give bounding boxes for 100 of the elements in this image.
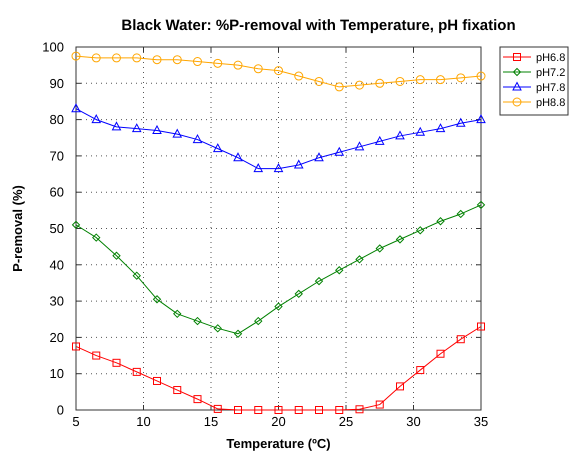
point — [234, 406, 242, 414]
point — [193, 57, 202, 66]
point — [315, 406, 323, 414]
point — [172, 55, 182, 64]
point — [194, 317, 202, 326]
point — [254, 64, 263, 74]
y-tick-label: 20 — [50, 330, 64, 345]
point — [355, 142, 364, 150]
legend-label: pH7.8 — [536, 82, 566, 94]
point — [335, 266, 344, 274]
point — [376, 400, 384, 409]
point — [173, 310, 182, 318]
point — [294, 72, 304, 81]
point — [274, 164, 283, 172]
point — [274, 66, 283, 76]
point — [92, 234, 100, 242]
point — [234, 330, 242, 338]
point — [456, 118, 466, 127]
point — [274, 406, 282, 414]
x-tick-label: 10 — [136, 414, 151, 429]
point — [356, 405, 364, 414]
point — [396, 130, 404, 140]
point — [112, 358, 120, 367]
x-axis-title: Temperature (ºC) — [226, 436, 331, 451]
legend-label: pH7.2 — [536, 67, 566, 79]
point — [72, 220, 80, 229]
y-tick-label: 80 — [50, 112, 64, 128]
point — [214, 324, 222, 332]
point — [315, 277, 323, 286]
point — [456, 73, 466, 82]
y-tick-label: 0 — [56, 402, 64, 418]
y-tick-label: 40 — [50, 257, 64, 272]
point — [92, 352, 100, 360]
point — [234, 152, 242, 162]
point — [152, 55, 162, 64]
point — [152, 125, 162, 134]
x-tick-label: 20 — [271, 414, 286, 429]
point — [396, 235, 404, 244]
point — [112, 53, 121, 62]
point — [334, 147, 344, 156]
point — [274, 302, 282, 311]
point — [477, 200, 485, 209]
point — [294, 290, 303, 298]
x-tick-label: 35 — [474, 414, 488, 429]
y-tick-label: 90 — [50, 76, 64, 91]
point — [213, 58, 222, 68]
point — [254, 317, 262, 326]
y-tick-label: 30 — [50, 294, 64, 309]
point — [477, 322, 485, 331]
point — [396, 76, 404, 86]
point — [436, 124, 445, 132]
point — [294, 406, 303, 414]
point — [396, 382, 404, 390]
point — [334, 82, 344, 92]
point — [132, 272, 141, 280]
y-tick-label: 10 — [50, 366, 64, 382]
point — [72, 52, 80, 61]
x-tick-label: 25 — [338, 414, 354, 429]
point — [376, 244, 384, 252]
point — [234, 60, 242, 70]
point — [375, 78, 384, 88]
point — [214, 404, 222, 413]
point — [456, 335, 465, 344]
point — [132, 53, 142, 62]
point — [92, 114, 101, 124]
point — [193, 134, 202, 144]
point — [416, 127, 425, 136]
point — [153, 295, 161, 304]
legend-label: pH8.8 — [536, 97, 566, 109]
point — [254, 164, 263, 172]
point — [112, 252, 120, 260]
x-tick-label: 30 — [406, 414, 421, 429]
point — [456, 210, 465, 218]
point — [335, 406, 344, 414]
point — [436, 350, 444, 358]
point — [476, 72, 486, 81]
point — [153, 376, 161, 385]
point — [172, 129, 182, 138]
y-tick-label: 60 — [50, 184, 64, 200]
point — [92, 53, 101, 62]
point — [416, 226, 424, 234]
point — [173, 386, 182, 394]
point — [72, 104, 80, 112]
point — [213, 144, 222, 152]
point — [436, 217, 444, 226]
point — [254, 406, 262, 414]
y-axis-title: P-removal (%) — [10, 185, 25, 272]
point — [314, 152, 324, 162]
x-tick-label: 5 — [72, 414, 80, 429]
point — [476, 114, 486, 124]
y-tick-label: 50 — [50, 221, 64, 236]
y-tick-label: 100 — [42, 40, 64, 54]
point — [294, 160, 304, 168]
point — [112, 122, 121, 130]
point — [375, 136, 384, 145]
point — [436, 75, 445, 84]
point — [355, 80, 364, 90]
point — [194, 395, 202, 404]
point — [356, 255, 364, 264]
point — [416, 75, 425, 84]
